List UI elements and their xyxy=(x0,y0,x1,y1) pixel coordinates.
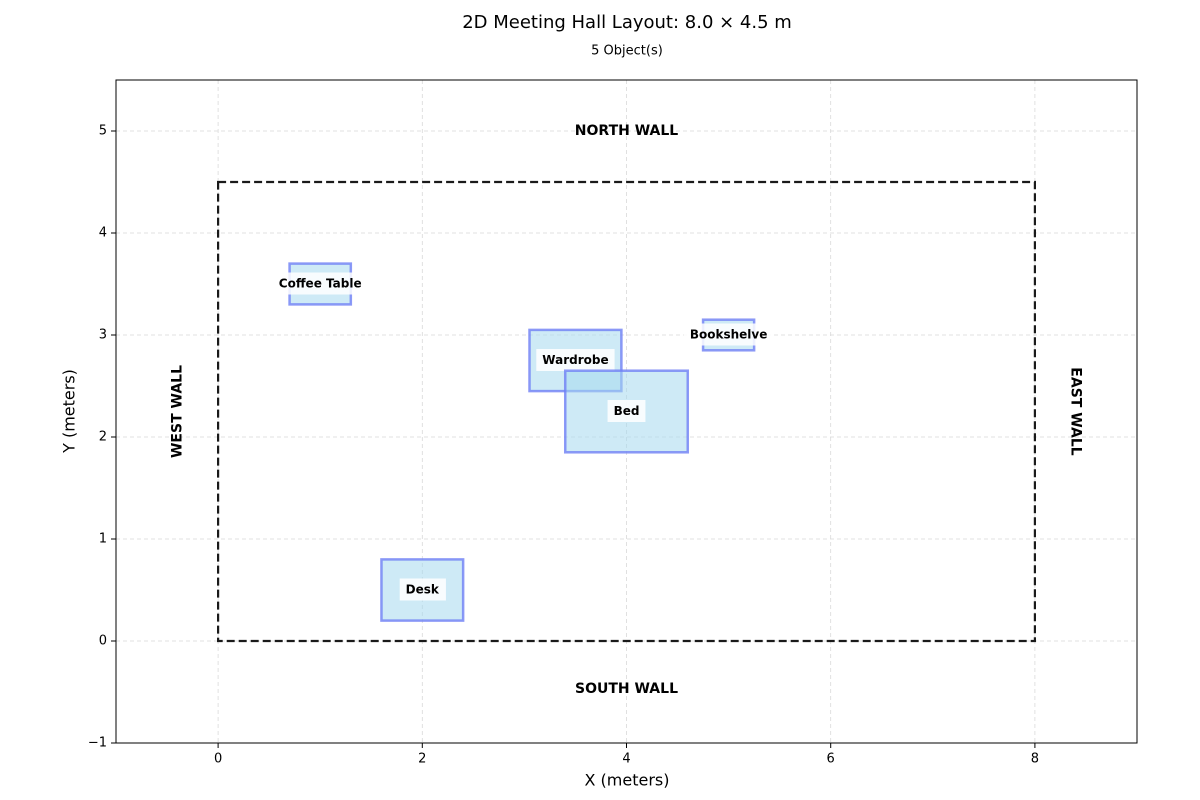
room-outline-layer xyxy=(217,180,1036,643)
objects-layer: Coffee Table Wardrobe Bed Bookshelve Desk xyxy=(272,262,774,622)
object-label: Bookshelve xyxy=(690,328,768,342)
x-axis-label: X (meters) xyxy=(585,771,670,790)
x-axis-ticks: 0 2 4 6 8 xyxy=(214,743,1039,767)
x-tick-label: 2 xyxy=(418,752,426,767)
x-tick-label: 0 xyxy=(214,752,222,767)
y-tick-label: −1 xyxy=(88,736,107,751)
object-label: Wardrobe xyxy=(542,353,608,367)
x-tick-label: 4 xyxy=(622,752,630,767)
chart-title: 2D Meeting Hall Layout: 8.0 × 4.5 m xyxy=(462,12,792,33)
wall-labels: NORTH WALL SOUTH WALL WEST WALL EAST WALL xyxy=(169,123,1083,697)
y-axis-ticks: −1 0 1 2 3 4 5 xyxy=(88,124,116,751)
y-tick-label: 0 xyxy=(99,634,107,649)
wall-label: EAST WALL xyxy=(1068,367,1084,455)
object-label-box xyxy=(607,400,646,422)
room-outline xyxy=(217,180,1036,643)
y-tick-label: 3 xyxy=(99,328,107,343)
y-tick-label: 2 xyxy=(99,430,107,445)
chart-subtitle: 5 Object(s) xyxy=(591,44,663,59)
object-label-box xyxy=(536,349,615,371)
y-tick-label: 5 xyxy=(99,124,107,139)
x-tick-label: 8 xyxy=(1031,752,1039,767)
wall-label: NORTH WALL xyxy=(575,123,678,139)
object-label: Coffee Table xyxy=(279,277,362,291)
object-label-box xyxy=(683,323,774,346)
object-label: Bed xyxy=(614,404,640,418)
furniture-object: Desk xyxy=(380,558,465,622)
object-label-box xyxy=(399,578,446,601)
y-tick-label: 4 xyxy=(99,226,107,241)
wall-label: WEST WALL xyxy=(169,365,185,458)
wall-label: SOUTH WALL xyxy=(575,681,678,697)
furniture-object: Coffee Table xyxy=(272,262,368,306)
y-tick-label: 1 xyxy=(99,532,107,547)
furniture-object: Bed xyxy=(563,369,690,454)
furniture-object: Bookshelve xyxy=(683,318,774,352)
y-axis-label: Y (meters) xyxy=(60,369,79,454)
object-label: Desk xyxy=(406,583,440,597)
object-label-box xyxy=(272,272,368,295)
x-tick-label: 6 xyxy=(827,752,835,767)
